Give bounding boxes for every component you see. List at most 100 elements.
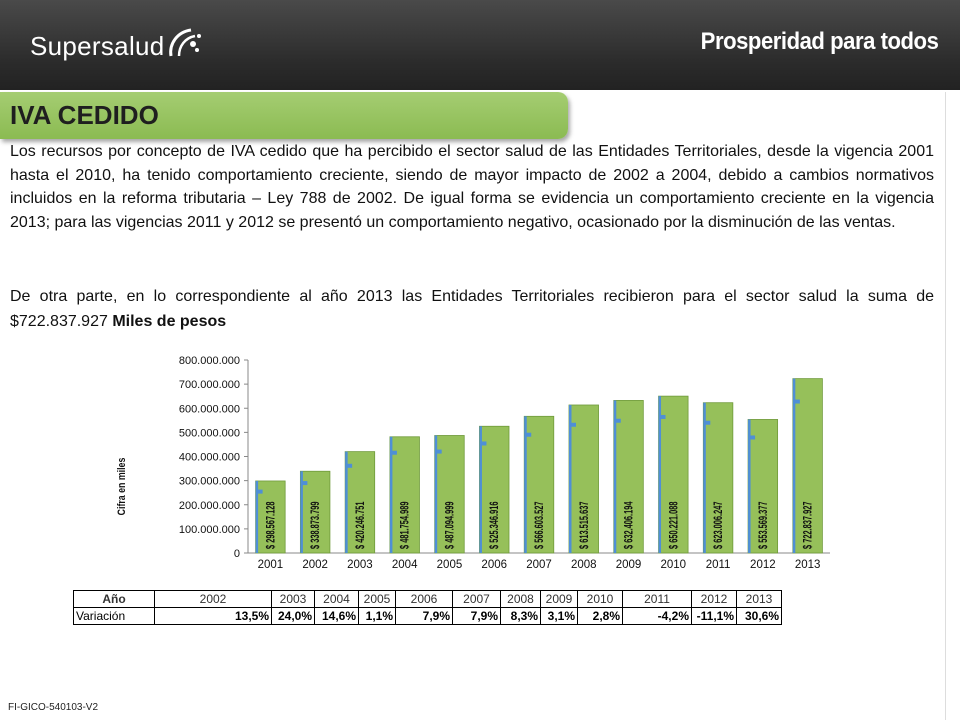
y-tick-label: 400.000.000 bbox=[179, 452, 240, 464]
marker-point bbox=[705, 420, 711, 425]
table-value: -11,1% bbox=[691, 607, 737, 625]
table-header-label: Año bbox=[73, 590, 155, 608]
table-year: 2010 bbox=[577, 590, 623, 608]
bar-edge-highlight bbox=[300, 471, 303, 553]
bar bbox=[613, 400, 644, 554]
data-label: $ 525.346.916 bbox=[489, 501, 502, 549]
marker-point bbox=[436, 449, 442, 454]
x-tick-label: 2012 bbox=[750, 559, 776, 571]
bar bbox=[479, 425, 510, 554]
table-header-row: Año 2002 2003 2004 2005 2006 2007 2008 2… bbox=[73, 590, 782, 608]
table-value: 8,3% bbox=[500, 607, 541, 625]
data-label: $ 722.837.927 bbox=[802, 501, 815, 549]
x-tick-label: 2006 bbox=[481, 559, 507, 571]
bar-edge-highlight bbox=[255, 480, 259, 553]
table-value: 30,6% bbox=[736, 607, 782, 625]
marker-point bbox=[257, 489, 263, 494]
bar bbox=[344, 451, 376, 554]
bar-edge-highlight bbox=[703, 402, 706, 553]
table-value: 24,0% bbox=[271, 607, 315, 625]
bar bbox=[523, 415, 555, 554]
table-variation-row: Variación 13,5% 24,0% 14,6% 1,1% 7,9% 7,… bbox=[73, 607, 782, 625]
paragraph-1: Los recursos por concepto de IVA cedido … bbox=[10, 143, 934, 231]
iva-cedido-bar-chart: 0 100.000.000 200.000.000 300.000.000 400.00… bbox=[116, 355, 830, 571]
bar bbox=[389, 436, 420, 554]
data-label: $ 623.006.247 bbox=[712, 501, 725, 549]
table-year: 2008 bbox=[500, 590, 541, 608]
y-tick-label: 700.000.000 bbox=[179, 379, 240, 391]
marker-point bbox=[660, 414, 666, 419]
x-tick-label: 2008 bbox=[571, 559, 597, 571]
section-title-bar bbox=[0, 92, 568, 139]
table-year: 2004 bbox=[314, 590, 359, 608]
variation-table: Año 2002 2003 2004 2005 2006 2007 2008 2… bbox=[73, 590, 782, 625]
bar-edge-highlight bbox=[389, 436, 393, 553]
x-tick-label: 2004 bbox=[392, 559, 418, 571]
bar-edge-highlight bbox=[658, 396, 662, 553]
marker-point bbox=[615, 418, 621, 423]
x-tick-label: 2002 bbox=[302, 559, 328, 571]
marker-point bbox=[526, 432, 532, 437]
paragraph-2-bold: Miles de pesos bbox=[112, 313, 227, 330]
table-value: 7,9% bbox=[452, 607, 501, 625]
data-label: $ 298.567.128 bbox=[265, 501, 278, 549]
data-label: $ 650.221.088 bbox=[668, 501, 681, 549]
data-label: $ 481.754.989 bbox=[399, 501, 412, 549]
table-value: 1,1% bbox=[358, 607, 396, 625]
bar bbox=[702, 402, 734, 554]
bar-edge-highlight bbox=[792, 378, 796, 553]
data-label: $ 632.406.194 bbox=[623, 501, 636, 549]
x-tick-label: 2009 bbox=[616, 559, 642, 571]
x-tick-label: 2013 bbox=[795, 559, 821, 571]
bar-edge-highlight bbox=[479, 426, 482, 553]
x-tick-label: 2010 bbox=[661, 559, 687, 571]
marker-point bbox=[750, 435, 756, 440]
right-divider bbox=[945, 92, 946, 720]
table-year: 2002 bbox=[154, 590, 272, 608]
table-year: 2013 bbox=[736, 590, 782, 608]
table-value: 3,1% bbox=[540, 607, 578, 625]
x-tick-label: 2011 bbox=[706, 559, 731, 571]
data-label: $ 487.094.999 bbox=[444, 501, 457, 549]
bar-edge-highlight bbox=[345, 451, 348, 553]
y-tick-label: 300.000.000 bbox=[179, 476, 240, 488]
marker-point bbox=[794, 399, 800, 404]
bar-edge-highlight bbox=[434, 435, 438, 553]
bar bbox=[299, 470, 331, 554]
table-year: 2012 bbox=[691, 590, 737, 608]
x-tick-label: 2007 bbox=[526, 559, 552, 571]
brand-right-text: Prosperidad para todos bbox=[700, 28, 938, 55]
marker-point bbox=[391, 450, 397, 455]
bar-edge-highlight bbox=[748, 419, 751, 553]
bar-edge-highlight bbox=[524, 416, 527, 553]
table-value: -4,2% bbox=[622, 607, 692, 625]
y-axis-title: Cifra en miles bbox=[116, 457, 128, 515]
y-tick-label: 100.000.000 bbox=[179, 524, 240, 536]
table-year: 2003 bbox=[271, 590, 315, 608]
table-year: 2007 bbox=[452, 590, 501, 608]
data-label: $ 553.569.377 bbox=[757, 501, 770, 549]
paragraph-2: De otra parte, en lo correspondiente al … bbox=[10, 284, 934, 334]
marker-point bbox=[347, 463, 353, 468]
brand-left-text: Supersalud bbox=[30, 30, 165, 61]
bar-edge-highlight bbox=[568, 404, 572, 553]
marker-point bbox=[481, 441, 487, 446]
data-label: $ 613.515.637 bbox=[578, 501, 591, 549]
bar-edge-highlight bbox=[613, 400, 617, 553]
y-tick-label: 200.000.000 bbox=[179, 500, 240, 512]
header-bar: Supersalud Prosperidad para todos bbox=[0, 0, 960, 90]
table-value: 2,8% bbox=[577, 607, 623, 625]
y-tick-label: 600.000.000 bbox=[179, 403, 240, 415]
table-year: 2009 bbox=[540, 590, 578, 608]
bar bbox=[568, 404, 599, 554]
data-label: $ 420.246.751 bbox=[354, 501, 367, 549]
marker-point bbox=[570, 422, 576, 427]
table-year: 2011 bbox=[622, 590, 692, 608]
data-label: $ 338.873.799 bbox=[310, 501, 323, 549]
bar bbox=[434, 435, 465, 554]
supersalud-logo: Supersalud bbox=[30, 18, 203, 74]
y-tick-label: 800.000.000 bbox=[179, 355, 240, 367]
table-row-label: Variación bbox=[73, 607, 155, 625]
table-value: 13,5% bbox=[154, 607, 272, 625]
table-year: 2005 bbox=[358, 590, 396, 608]
